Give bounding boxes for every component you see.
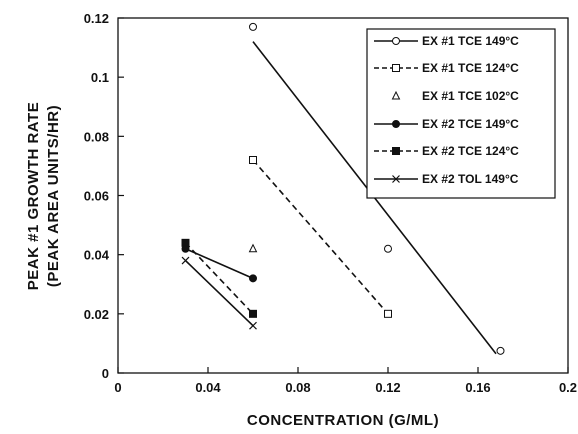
series-5-point [181, 238, 190, 247]
legend-marker [391, 90, 401, 100]
series-3-point [248, 243, 258, 253]
y-tick-label: 0 [102, 366, 109, 381]
y-axis-label-line2: (PEAK AREA UNITS/HR) [45, 105, 62, 287]
y-axis-label-line1: PEAK #1 GROWTH RATE [25, 102, 42, 290]
legend-label-3: EX #1 TCE 102°C [422, 89, 519, 103]
legend-marker [392, 120, 400, 128]
legend-marker [392, 147, 400, 155]
y-tick-label: 0.04 [84, 248, 110, 263]
y-tick-label: 0.08 [84, 129, 109, 144]
series-2-point [249, 156, 257, 164]
x-axis-label: CONCENTRATION (G/ML) [247, 412, 439, 429]
x-tick-label: 0 [114, 380, 121, 395]
x-tick-label: 0.2 [559, 380, 577, 395]
series-5-point [249, 309, 257, 318]
legend: EX #1 TCE 149°C EX #1 TCE 124°C EX #1 TC… [366, 28, 556, 199]
y-tick-label: 0.06 [84, 189, 109, 204]
legend-label-2: EX #1 TCE 124°C [422, 61, 519, 75]
legend-marker [392, 175, 400, 183]
series-2-line [252, 159, 389, 315]
axis-ticks: 0 0.04 0.08 0.12 0.16 0.2 0 0.02 0.04 0.06 0.08 0.1… [84, 11, 577, 395]
x-tick-label: 0.04 [195, 380, 221, 395]
series-1-point [384, 244, 392, 253]
legend-marker [392, 37, 400, 45]
legend-box [366, 28, 556, 199]
y-tick-label: 0.1 [91, 70, 109, 85]
series-6-point [249, 321, 257, 330]
y-tick-label: 0.02 [84, 307, 109, 322]
series-2-point [384, 309, 392, 318]
legend-label-4: EX #2 TCE 149°C [422, 117, 519, 131]
series-1-point [496, 346, 505, 355]
series-5-line [184, 242, 254, 315]
series-1-point [249, 22, 257, 31]
x-tick-label: 0.16 [465, 380, 490, 395]
legend-label-6: EX #2 TOL 149°C [422, 172, 519, 186]
series-6-point [181, 256, 190, 265]
legend-samples [374, 37, 418, 183]
series-6-line [184, 260, 254, 327]
y-tick-label: 0.12 [84, 11, 109, 26]
x-tick-label: 0.08 [285, 380, 310, 395]
x-tick-label: 0.12 [375, 380, 400, 395]
series-4-point [249, 274, 257, 283]
legend-marker [392, 64, 400, 72]
legend-label-1: EX #1 TCE 149°C [422, 34, 519, 48]
legend-label-5: EX #2 TCE 124°C [422, 144, 519, 158]
